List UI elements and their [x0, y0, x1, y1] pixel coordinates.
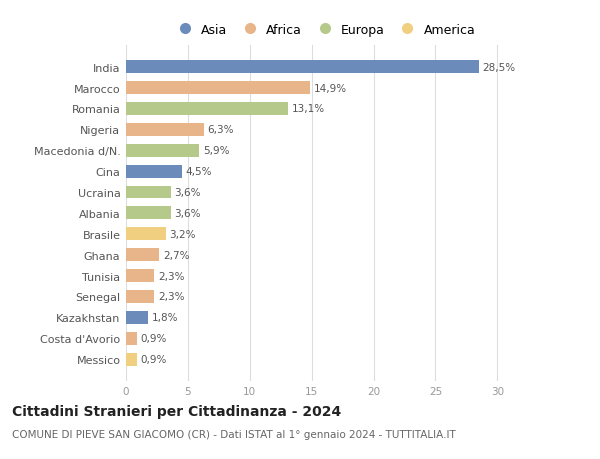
Bar	[126, 61, 479, 74]
Bar	[126, 103, 288, 116]
Bar	[126, 269, 154, 282]
Bar	[126, 228, 166, 241]
Text: 4,5%: 4,5%	[185, 167, 212, 177]
Text: 3,6%: 3,6%	[174, 208, 201, 218]
Text: 3,2%: 3,2%	[169, 230, 196, 239]
Bar	[126, 249, 160, 262]
Text: 0,9%: 0,9%	[141, 354, 167, 364]
Text: 3,6%: 3,6%	[174, 188, 201, 197]
Bar	[126, 82, 310, 95]
Bar	[126, 290, 154, 303]
Text: 14,9%: 14,9%	[314, 84, 347, 94]
Text: 13,1%: 13,1%	[292, 104, 325, 114]
Bar	[126, 186, 170, 199]
Bar	[126, 311, 148, 324]
Bar	[126, 165, 182, 178]
Text: 0,9%: 0,9%	[141, 333, 167, 343]
Text: Cittadini Stranieri per Cittadinanza - 2024: Cittadini Stranieri per Cittadinanza - 2…	[12, 404, 341, 418]
Text: 5,9%: 5,9%	[203, 146, 229, 156]
Bar	[126, 145, 199, 157]
Text: 6,3%: 6,3%	[208, 125, 234, 135]
Text: 2,3%: 2,3%	[158, 271, 185, 281]
Text: 2,7%: 2,7%	[163, 250, 190, 260]
Bar	[126, 123, 204, 137]
Text: 1,8%: 1,8%	[152, 313, 178, 323]
Text: 2,3%: 2,3%	[158, 292, 185, 302]
Text: COMUNE DI PIEVE SAN GIACOMO (CR) - Dati ISTAT al 1° gennaio 2024 - TUTTITALIA.IT: COMUNE DI PIEVE SAN GIACOMO (CR) - Dati …	[12, 429, 456, 439]
Text: 28,5%: 28,5%	[482, 62, 515, 73]
Legend: Asia, Africa, Europa, America: Asia, Africa, Europa, America	[167, 19, 481, 42]
Bar	[126, 207, 170, 220]
Bar	[126, 332, 137, 345]
Bar	[126, 353, 137, 366]
